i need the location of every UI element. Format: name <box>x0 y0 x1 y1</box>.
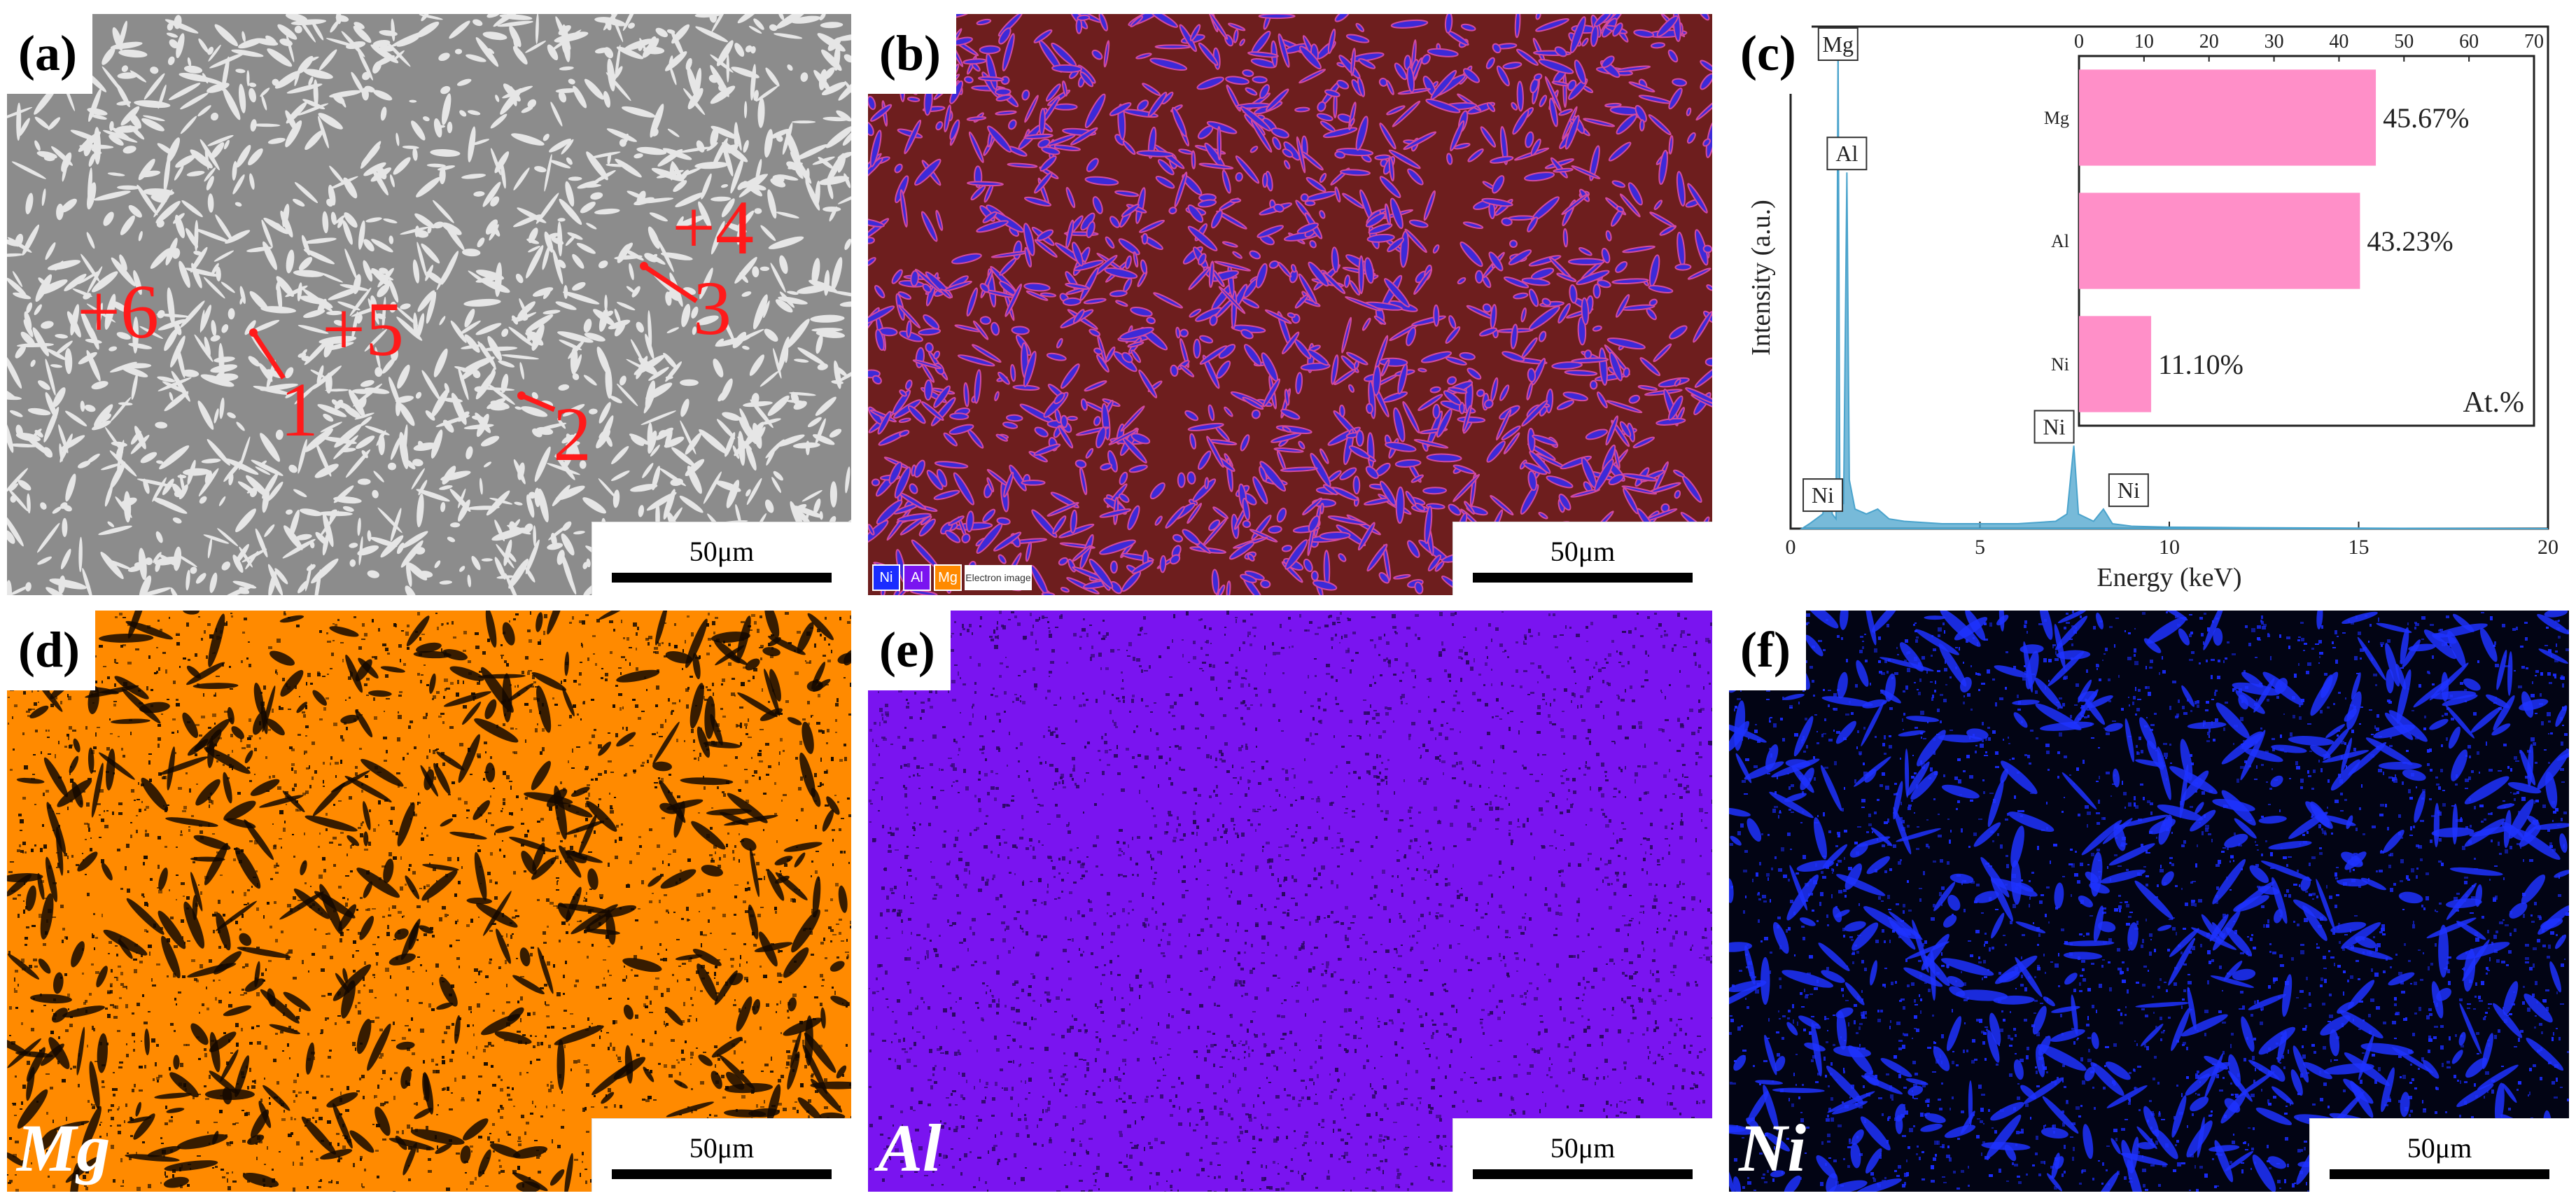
x-tick-label: 0 <box>1786 536 1796 559</box>
eds-spectrum-chart: 0 5 10 15 20 Energy (keV) Intensity (a.u.) Mg Al… <box>1746 25 2558 592</box>
legend-electron-image: Electron image <box>965 565 1032 590</box>
marker-1: 1 <box>280 367 318 452</box>
element-name-mg: Mg <box>17 1110 111 1185</box>
speckle-texture <box>1729 611 2569 1192</box>
bar-ni <box>2079 316 2152 412</box>
bar-category-label: Ni <box>2051 354 2069 375</box>
scale-line <box>2330 1169 2549 1179</box>
x-tick-label: 10 <box>2159 536 2180 559</box>
element-legend: Ni Al Mg Electron image <box>872 564 1032 591</box>
inset-tick-label: 20 <box>2199 31 2219 53</box>
inset-tick-label: 40 <box>2329 31 2348 53</box>
marker-4: +4 <box>672 185 755 270</box>
scale-label: 50μm <box>2407 1132 2472 1164</box>
scale-line <box>612 1169 832 1179</box>
scale-bar-f: 50μm <box>2309 1118 2569 1192</box>
x-axis-label: Energy (keV) <box>2096 563 2241 592</box>
bar-value-label: 45.67% <box>2383 102 2469 134</box>
scale-bar-d: 50μm <box>592 1118 851 1192</box>
panel-c-eds-spectrum: 0 5 10 15 20 Energy (keV) Intensity (a.u.) Mg Al… <box>1729 14 2569 595</box>
speckle-texture <box>7 611 851 1192</box>
peak-label-mg: Mg <box>1823 32 1854 57</box>
panel-d-mg-map: (d) Mg 50μm <box>7 611 851 1192</box>
y-axis-label: Intensity (a.u.) <box>1746 200 1776 356</box>
panel-b-eds-layered-map: (b) Ni Al Mg Electron image 50μm <box>868 14 1712 595</box>
dendrite-texture <box>868 14 1712 595</box>
panel-b-label: (b) <box>868 14 956 94</box>
scale-bar-a: 50μm <box>592 522 851 595</box>
marker-6: +6 <box>77 269 160 354</box>
peak-label-al: Al <box>1835 141 1858 166</box>
x-tick-label: 15 <box>2348 536 2370 559</box>
bar-al <box>2079 193 2360 289</box>
bar-mg <box>2079 69 2376 166</box>
bar-value-label: 43.23% <box>2367 225 2453 257</box>
al-element-map <box>868 611 1712 1192</box>
panel-c-label: (c) <box>1729 14 1812 94</box>
ni-element-map <box>1729 611 2569 1192</box>
marker-2: 2 <box>553 391 592 477</box>
eds-layered-image <box>868 14 1712 595</box>
peak-label-ni: Ni <box>2043 415 2066 440</box>
scale-line <box>1473 573 1693 583</box>
inset-tick-label: 70 <box>2524 31 2544 53</box>
marker-5: +5 <box>322 286 405 372</box>
bar-category-label: Mg <box>2044 108 2069 128</box>
scale-label: 50μm <box>689 536 755 567</box>
panel-f-ni-map: (f) Ni 50μm <box>1729 611 2569 1192</box>
peak-label-ni: Ni <box>2118 478 2140 503</box>
scale-label: 50μm <box>1550 536 1616 567</box>
peak-label-box <box>1826 137 1868 171</box>
bar-category-label: Al <box>2051 231 2069 251</box>
scale-label: 50μm <box>689 1132 755 1164</box>
inset-tick-label: 30 <box>2264 31 2284 53</box>
scale-line <box>1473 1169 1693 1179</box>
panel-a-sem-image: (a) +6 +5 +4 1 2 3 50μm <box>7 14 851 595</box>
x-tick-label: 20 <box>2538 536 2558 559</box>
peak-label-ni: Ni <box>1812 482 1834 508</box>
inset-tick-label: 50 <box>2394 31 2414 53</box>
peak-label-box <box>2108 473 2149 508</box>
legend-mg: Mg <box>934 564 962 591</box>
scale-label: 50μm <box>1550 1132 1616 1164</box>
panel-e-al-map: (e) Al 50μm <box>868 611 1712 1192</box>
inset-annotation: At.% <box>2463 386 2525 419</box>
legend-ni: Ni <box>872 564 900 591</box>
inset-tick-label: 60 <box>2459 31 2479 53</box>
peak-label-box <box>1802 478 1844 513</box>
marker-3: 3 <box>693 265 732 351</box>
scale-bar-b: 50μm <box>1452 522 1712 595</box>
spectrum-series <box>1799 40 2549 529</box>
element-name-al: Al <box>878 1110 941 1185</box>
x-tick-label: 5 <box>1975 536 1985 559</box>
peak-label-box <box>2033 410 2075 444</box>
panel-e-label: (e) <box>868 611 951 690</box>
peak-label-box <box>1817 27 1858 61</box>
element-name-ni: Ni <box>1739 1110 1806 1185</box>
inset-tick-label: 0 <box>2074 31 2084 53</box>
bar-value-label: 11.10% <box>2158 349 2244 380</box>
scale-bar-e: 50μm <box>1452 1118 1712 1192</box>
inset-tick-label: 10 <box>2134 31 2154 53</box>
panel-a-label: (a) <box>7 14 92 94</box>
panel-d-label: (d) <box>7 611 95 690</box>
scale-line <box>612 573 832 583</box>
mg-element-map <box>7 611 851 1192</box>
panel-f-label: (f) <box>1729 611 1806 690</box>
legend-al: Al <box>903 564 931 591</box>
